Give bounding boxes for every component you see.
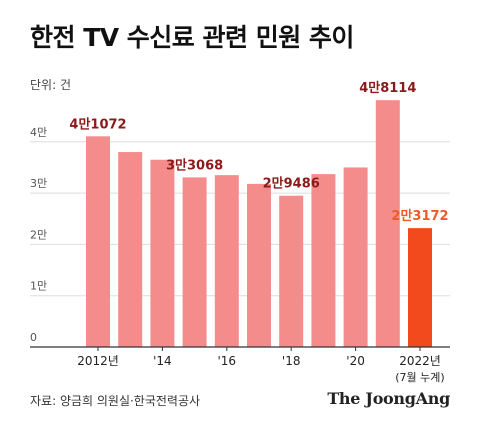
bar: [279, 195, 304, 347]
data-label: 4만1072: [69, 116, 126, 132]
data-label: 2만3172: [391, 208, 448, 224]
bar: [343, 167, 368, 347]
bar: [86, 136, 110, 347]
bar: [150, 159, 175, 347]
unit-label: 단위: 건: [30, 78, 71, 92]
y-tick-label: 4만: [30, 126, 47, 139]
data-label: 3만3068: [166, 157, 223, 173]
data-label: 4만8114: [359, 80, 416, 96]
bar: [214, 175, 239, 347]
y-tick-label: 3만: [30, 177, 47, 190]
y-tick-label: 1만: [30, 280, 47, 293]
data-label: 2만9486: [263, 176, 320, 192]
brand-logo: The JoongAng: [327, 389, 450, 408]
y-tick-label: 2만: [30, 228, 47, 241]
x-tick-label: '16: [218, 354, 237, 368]
source-note: 자료: 양금희 의원실·한국전력공사: [30, 394, 201, 408]
x-tick-label: 2022년: [399, 354, 441, 368]
x-tick-sublabel: (7월 누계): [395, 371, 444, 384]
x-tick-label: 2012년: [77, 354, 119, 368]
bar: [182, 177, 207, 347]
bar: [118, 152, 143, 347]
bar: [247, 183, 271, 347]
x-tick-label: '20: [346, 354, 365, 368]
bar: [375, 100, 400, 348]
y-tick-label: 0: [30, 331, 37, 344]
x-tick-label: '18: [282, 354, 301, 368]
highlight-bar: [408, 228, 432, 347]
bar: [311, 174, 336, 347]
x-tick-label: '14: [153, 354, 172, 368]
chart-title: 한전 TV 수신료 관련 민원 추이: [30, 23, 354, 52]
